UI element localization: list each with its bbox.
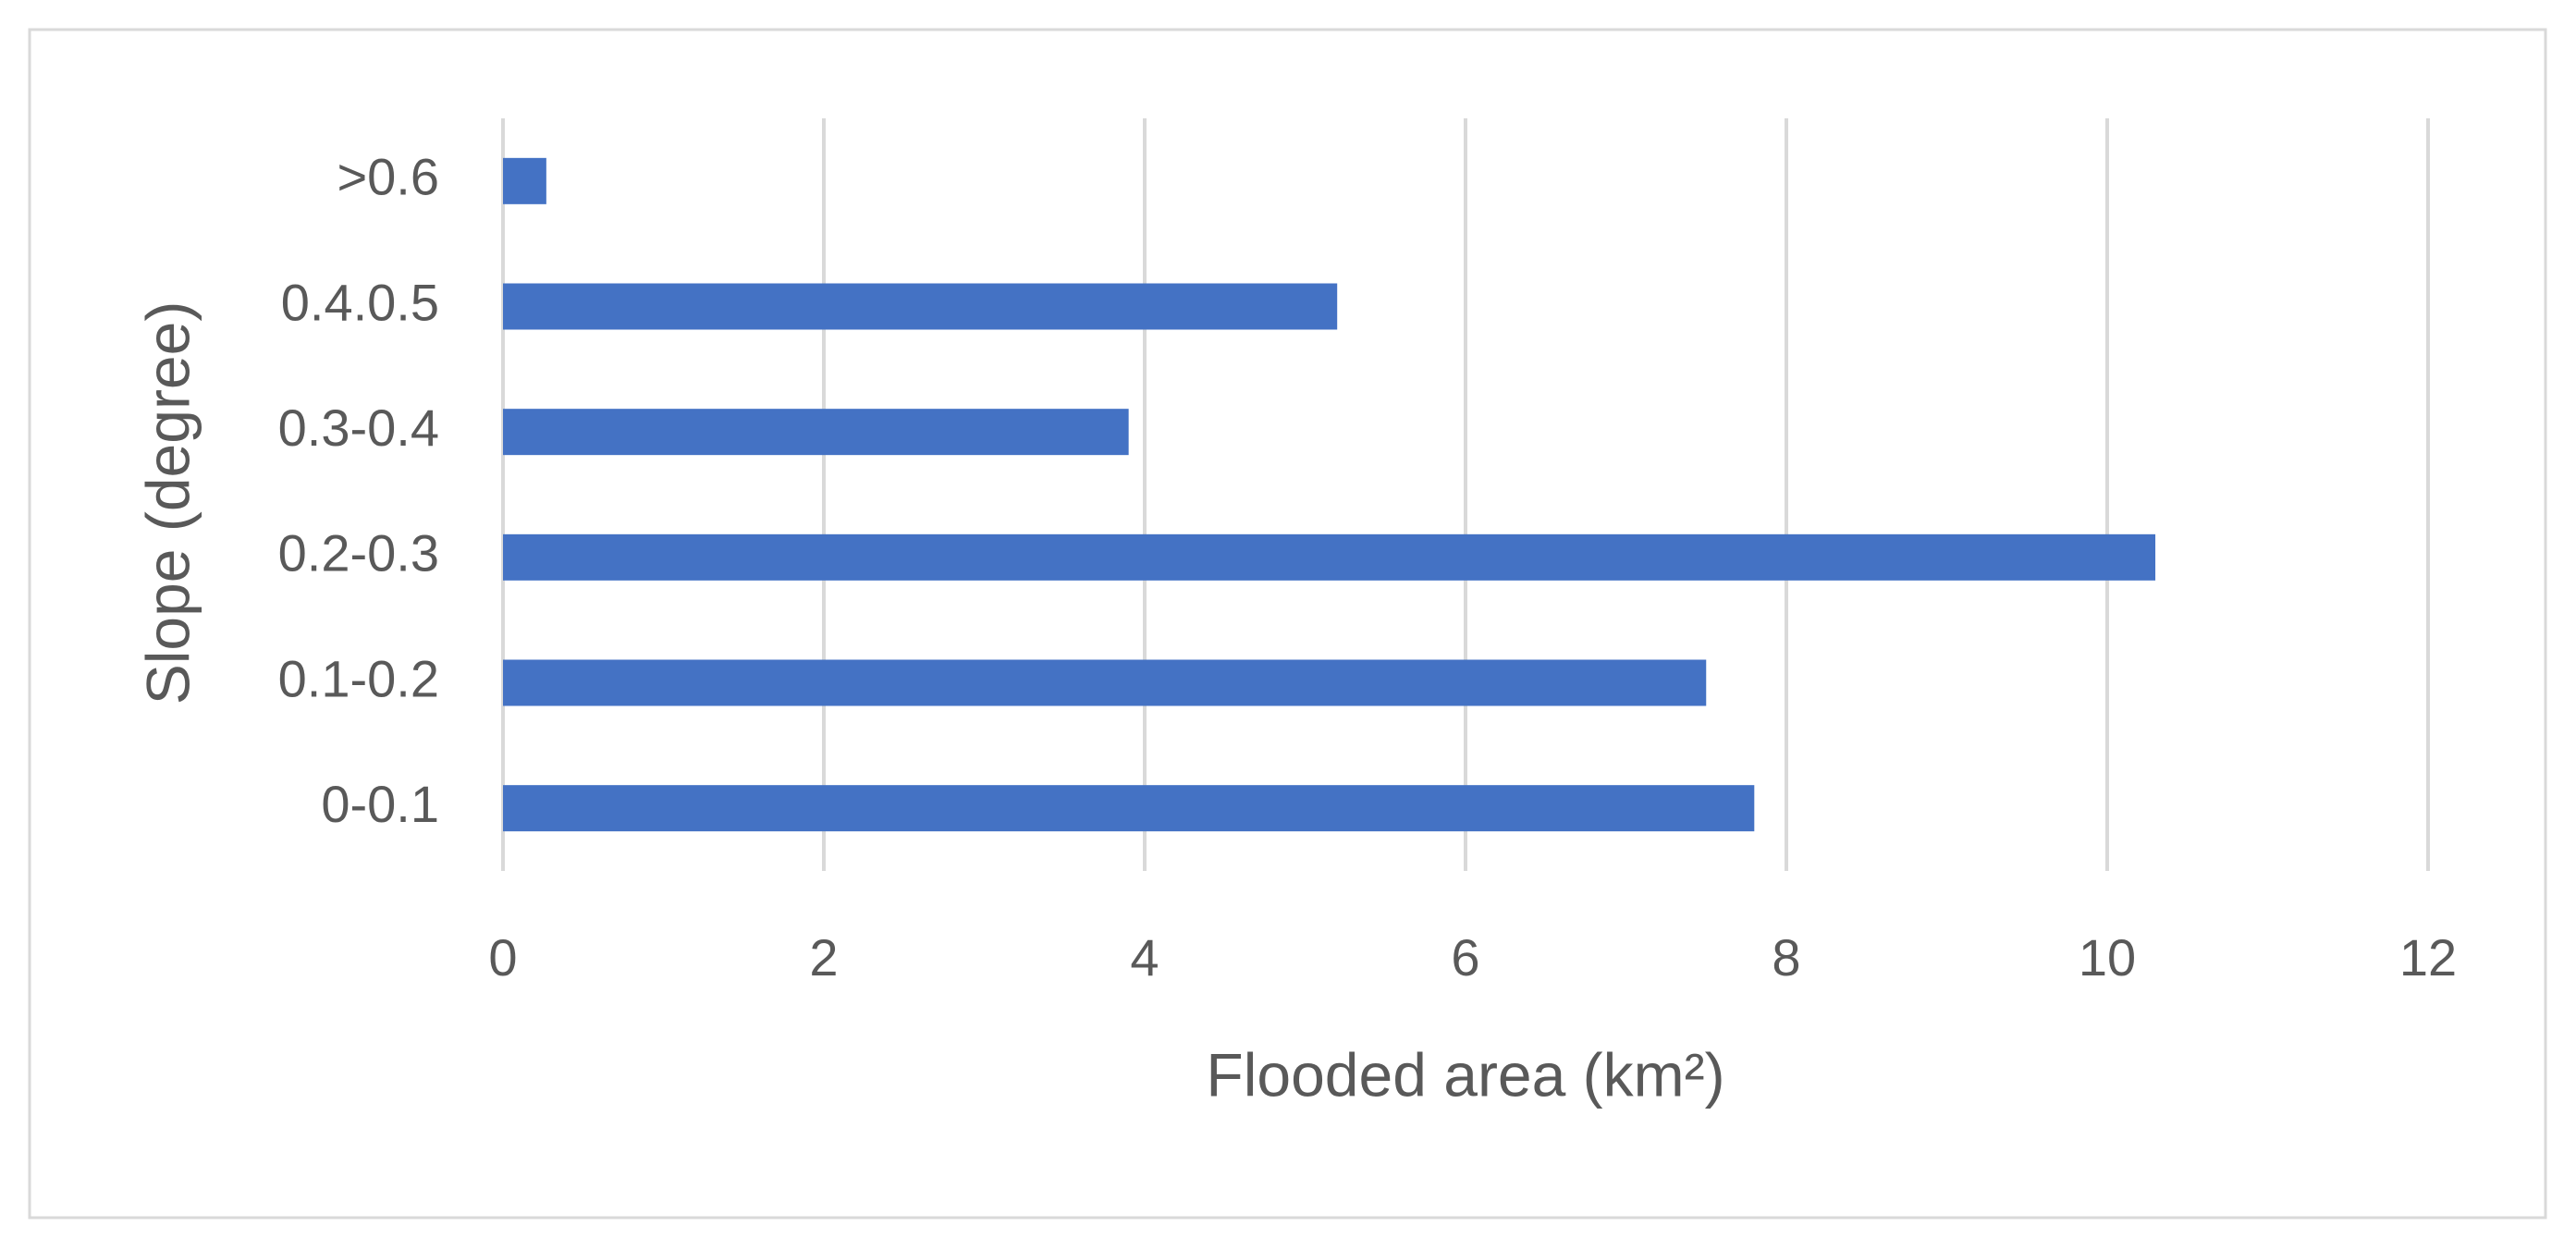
bar [503, 409, 1129, 456]
chart-frame [28, 28, 2547, 1220]
x-tick-label: 6 [1451, 928, 1479, 987]
y-tick-label: 0-0.1 [321, 775, 439, 833]
bar [503, 533, 2156, 581]
y-tick-label: >0.6 [337, 148, 439, 206]
x-tick-label: 12 [2399, 928, 2457, 987]
x-tick-label: 4 [1130, 928, 1159, 987]
bar [503, 659, 1707, 706]
x-tick-label: 0 [488, 928, 517, 987]
y-tick-label: 0.3-0.4 [278, 398, 439, 457]
bar [503, 283, 1338, 330]
y-axis-title: Slope (degree) [133, 301, 202, 705]
x-tick-label: 8 [1772, 928, 1800, 987]
x-tick-label: 2 [809, 928, 838, 987]
x-axis-title: Flooded area (km²) [1206, 1040, 1724, 1109]
bar [503, 785, 1755, 832]
x-tick-label: 10 [2079, 928, 2136, 987]
y-tick-label: 0.1-0.2 [278, 649, 439, 707]
bar [503, 157, 546, 204]
y-tick-label: 0.2-0.3 [278, 524, 439, 582]
y-tick-label: 0.4.0.5 [281, 273, 439, 331]
